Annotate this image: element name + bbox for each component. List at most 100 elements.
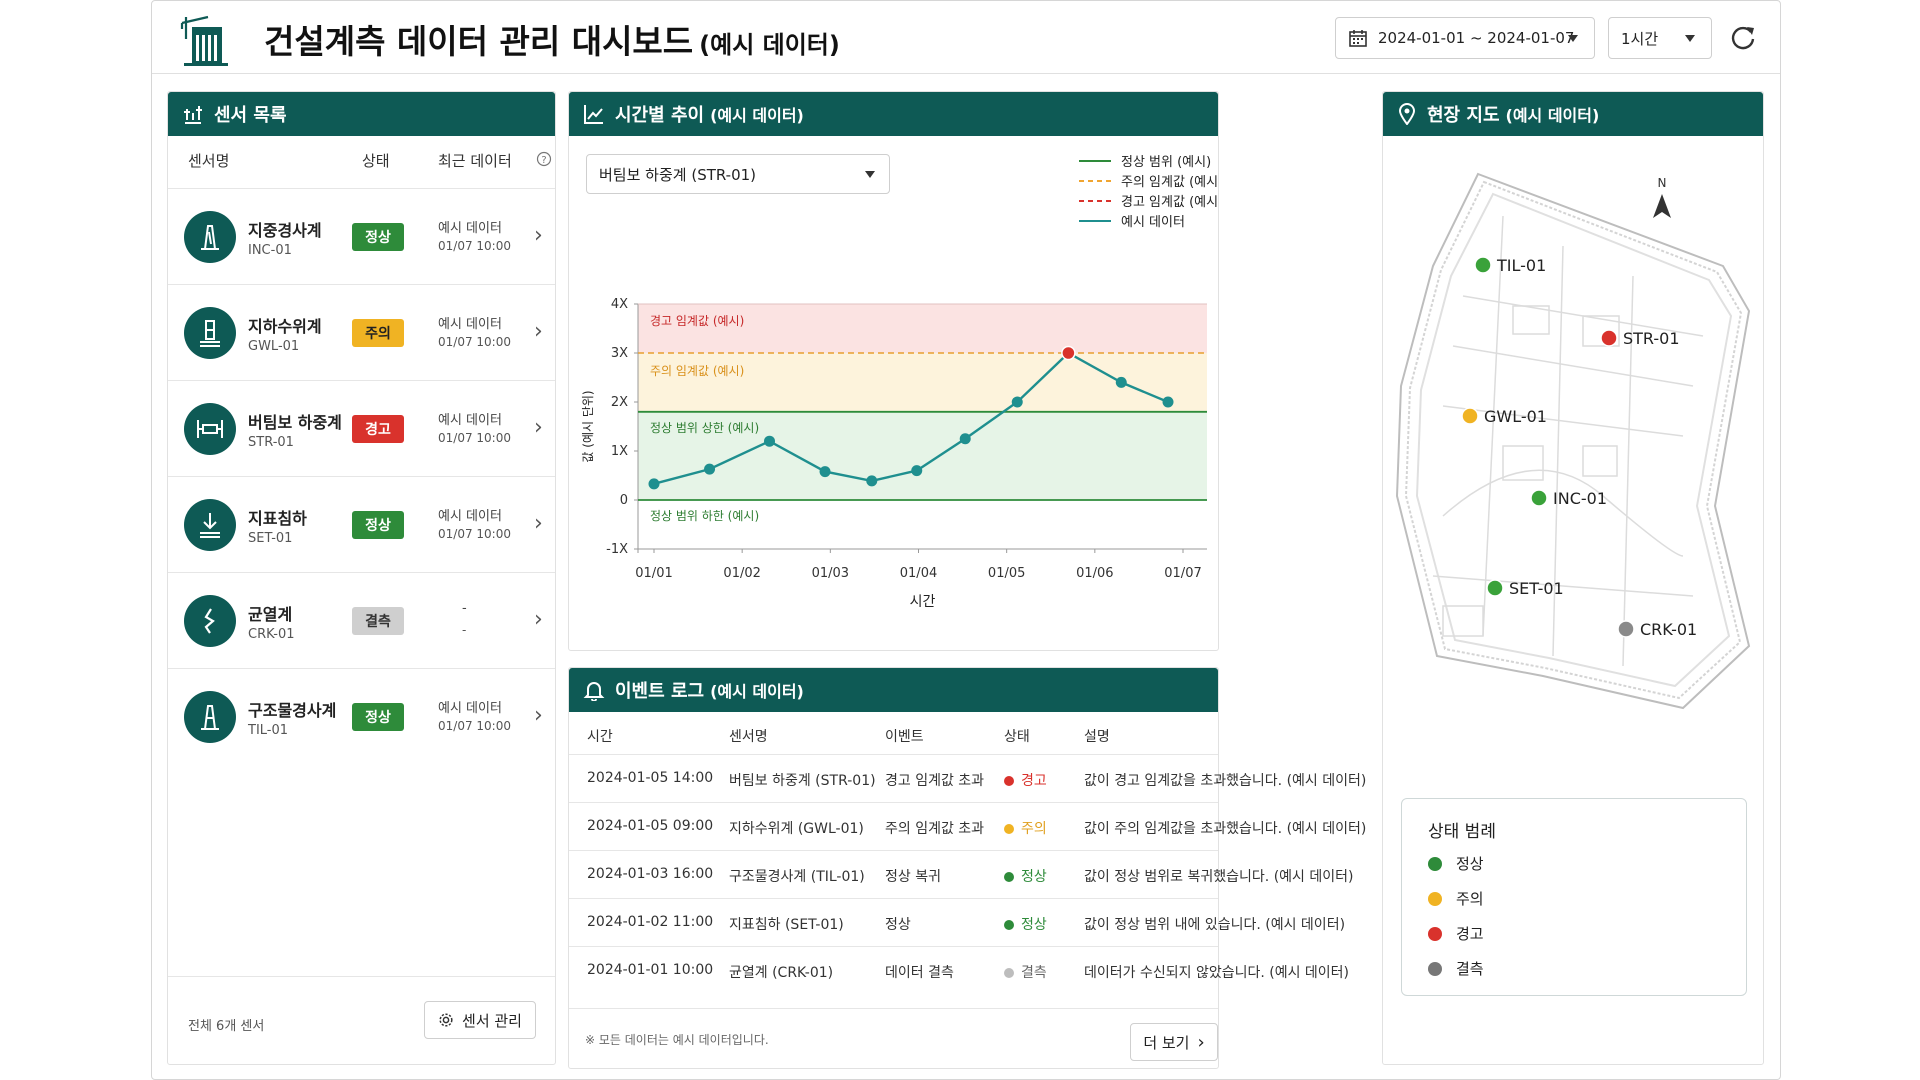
refresh-icon[interactable]: [1728, 23, 1758, 53]
event-type: 데이터 결측: [885, 965, 954, 981]
recent-data-label: 예시 데이터: [438, 509, 502, 524]
water-level-icon: [184, 307, 236, 359]
caution-band: [638, 353, 1207, 412]
status-dot: [1428, 961, 1442, 976]
status-dot: [1004, 920, 1014, 930]
event-description: 값이 정상 범위 내에 있습니다. (예시 데이터): [1084, 917, 1346, 933]
event-panel-title: 이벤트 로그: [615, 681, 705, 702]
manage-sensors-button[interactable]: 센서 관리: [424, 1001, 536, 1039]
more-button[interactable]: 더 보기 ›: [1130, 1023, 1218, 1061]
event-row[interactable]: 2024-01-05 14:00 버팀보 하중계 (STR-01) 경고 임계값…: [569, 754, 1366, 802]
sensor-row-gwl-01[interactable]: 지하수위계 GWL-01 주의 예시 데이터 01/07 10:00 ›: [168, 284, 555, 380]
north-label: N: [1658, 176, 1667, 190]
sensor-name: 지표침하: [248, 509, 307, 528]
data-point: [648, 478, 660, 490]
footnote: ※ 모든 데이터는 예시 데이터입니다.: [585, 1033, 769, 1047]
marker-label: SET-01: [1509, 579, 1564, 598]
help-icon[interactable]: ?: [536, 151, 552, 171]
legend-label: 주의: [1456, 890, 1484, 908]
event-description: 값이 주의 임계값을 초과했습니다. (예시 데이터): [1084, 821, 1367, 837]
map-marker-gwl-01[interactable]: GWL-01: [1461, 407, 1547, 426]
north-arrow-icon: [1653, 194, 1671, 218]
marker-label: CRK-01: [1640, 620, 1697, 639]
legend-label: 정상 범위 (예시): [1121, 155, 1211, 170]
page-title: 건설계측 데이터 관리 대시보드 (예시 데이터): [264, 15, 840, 63]
sensor-name: 지중경사계: [248, 221, 322, 240]
event-table-header: 시간 센서명 이벤트 상태 설명: [569, 720, 1218, 754]
recent-data-time: 01/07 10:00: [438, 239, 511, 253]
chevron-right-icon: ›: [534, 511, 543, 536]
normal-band: [638, 411, 1207, 500]
recent-data-time: 01/07 10:00: [438, 527, 511, 541]
event-row[interactable]: 2024-01-03 16:00 구조물경사계 (TIL-01) 정상 복귀 정…: [569, 850, 1353, 898]
status-dot: [1004, 824, 1014, 834]
status-dot: [1004, 968, 1014, 978]
recent-data-label: 예시 데이터: [438, 701, 502, 716]
sensor-row-str-01[interactable]: 버팀보 하중계 STR-01 경고 예시 데이터 01/07 10:00 ›: [168, 380, 555, 476]
event-time: 2024-01-03 16:00: [587, 866, 714, 882]
data-point: [866, 475, 878, 487]
map-panel-subtitle: (예시 데이터): [1505, 106, 1600, 125]
sensor-row-til-01[interactable]: 구조물경사계 TIL-01 정상 예시 데이터 01/07 10:00 ›: [168, 668, 555, 764]
map-marker-inc-01[interactable]: INC-01: [1530, 489, 1607, 508]
y-tick-label: 1X: [611, 444, 628, 459]
sensor-row-crk-01[interactable]: 균열계 CRK-01 결측 - - ›: [168, 572, 555, 668]
event-panel-footer: ※ 모든 데이터는 예시 데이터입니다. 더 보기 ›: [569, 1008, 1218, 1068]
more-label: 더 보기: [1143, 1033, 1190, 1052]
status-badge: 정상: [352, 703, 404, 731]
warning-band-label: 경고 임계값 (예시): [650, 314, 744, 328]
date-range-picker[interactable]: 2024-01-01 ~ 2024-01-07: [1335, 17, 1595, 59]
status-badge: 경고: [352, 415, 404, 443]
y-tick-label: 3X: [611, 346, 628, 361]
map-marker-str-01[interactable]: STR-01: [1600, 329, 1680, 348]
recent-data-label: 예시 데이터: [438, 413, 502, 428]
y-tick-label: 2X: [611, 395, 628, 410]
map-marker-set-01[interactable]: SET-01: [1486, 579, 1564, 598]
event-row[interactable]: 2024-01-02 11:00 지표침하 (SET-01) 정상 정상 값이 …: [569, 898, 1345, 946]
sensor-row-inc-01[interactable]: 지중경사계 INC-01 정상 예시 데이터 01/07 10:00 ›: [168, 188, 555, 284]
sensor-list-icon: [184, 106, 202, 124]
event-sensor: 버팀보 하중계 (STR-01): [729, 773, 876, 789]
normal-upper-label: 정상 범위 상한 (예시): [650, 421, 759, 435]
recent-data-time: -: [462, 623, 467, 637]
data-point: [1115, 376, 1127, 388]
page-subtitle: (예시 데이터): [699, 31, 840, 59]
x-tick-label: 01/06: [1076, 566, 1113, 581]
x-tick-label: 01/01: [635, 566, 672, 581]
event-status: 경고: [1004, 770, 1047, 790]
map-panel-title: 현장 지도: [1427, 105, 1500, 126]
col-time: 시간: [587, 729, 613, 745]
line-chart-icon: [584, 105, 603, 124]
sensor-row-set-01[interactable]: 지표침하 SET-01 정상 예시 데이터 01/07 10:00 ›: [168, 476, 555, 572]
event-status: 정상: [1004, 866, 1047, 886]
legend-item-caution: 주의: [1428, 888, 1484, 909]
event-row[interactable]: 2024-01-05 09:00 지하수위계 (GWL-01) 주의 임계값 초…: [569, 802, 1366, 850]
legend-label: 예시 데이터: [1121, 215, 1185, 230]
sensor-name: 구조물경사계: [248, 701, 337, 720]
data-point: [1011, 396, 1023, 408]
col-recent-data: 최근 데이터: [438, 152, 512, 170]
event-description: 값이 경고 임계값을 초과했습니다. (예시 데이터): [1084, 773, 1367, 789]
event-panel-header: 이벤트 로그 (예시 데이터): [569, 668, 1218, 712]
status-dot: [1428, 926, 1442, 941]
marker-label: INC-01: [1553, 489, 1607, 508]
site-map[interactable]: N TIL-01 STR-01 GWL-01 INC-01 SET-01: [1383, 136, 1763, 786]
sensor-name: 균열계: [248, 605, 293, 624]
status-dot: [1004, 776, 1014, 786]
gear-icon: [439, 1013, 453, 1027]
normal-lower-label: 정상 범위 하한 (예시): [650, 509, 759, 523]
marker-label: TIL-01: [1496, 256, 1546, 275]
sensor-select-dropdown[interactable]: 버팀보 하중계 (STR-01): [586, 154, 890, 194]
data-point: [704, 463, 716, 475]
interval-select[interactable]: 1시간: [1608, 17, 1712, 59]
trend-chart-panel: 시간별 추이 (예시 데이터) 버팀보 하중계 (STR-01) 경고 임계값 …: [568, 91, 1219, 651]
event-time: 2024-01-02 11:00: [587, 914, 714, 930]
page-title-text: 건설계측 데이터 관리 대시보드: [264, 22, 694, 61]
event-row[interactable]: 2024-01-01 10:00 균열계 (CRK-01) 데이터 결측 결측 …: [569, 946, 1349, 994]
event-log-panel: 이벤트 로그 (예시 데이터) 시간 센서명 이벤트 상태 설명 2024-01…: [568, 667, 1366, 1069]
col-sensor-name: 센서명: [188, 152, 230, 170]
status-dot: [1428, 856, 1442, 871]
legend-item-warning: 경고: [1428, 923, 1484, 944]
map-marker-til-01[interactable]: TIL-01: [1474, 256, 1546, 275]
map-marker-crk-01[interactable]: CRK-01: [1617, 620, 1697, 639]
